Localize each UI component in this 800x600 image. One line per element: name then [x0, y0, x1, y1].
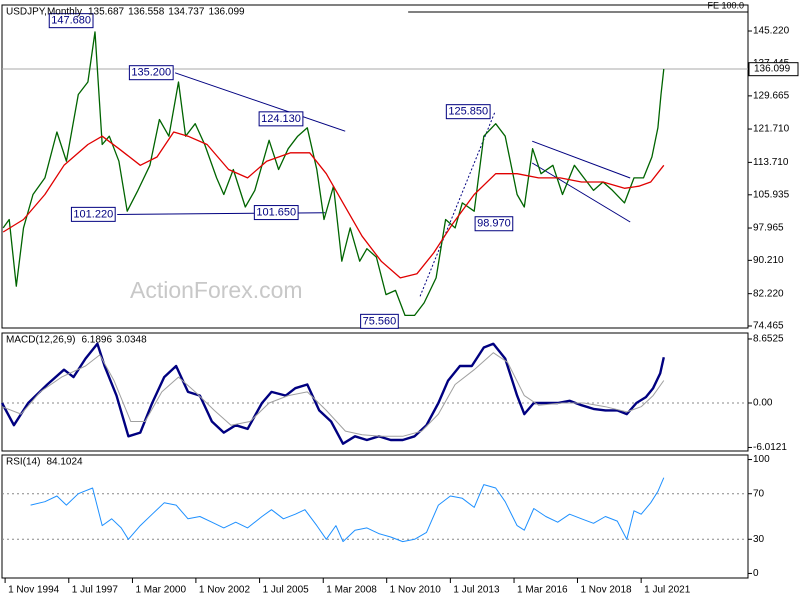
annotation-label: 101.650	[256, 207, 296, 219]
y-tick-label: 0.00	[753, 398, 773, 409]
annotation-label: 147.680	[51, 15, 91, 27]
annotation-label: 135.200	[131, 67, 171, 79]
y-tick-label: 97.965	[753, 223, 784, 234]
watermark: ActionForex.com	[130, 277, 303, 303]
panel-title: USDJPY,Monthly	[6, 7, 82, 18]
x-tick-label: 1 Nov 1994	[8, 585, 60, 596]
current-price-box	[748, 62, 799, 77]
panel-title: RSI(14)	[6, 457, 40, 468]
panel-reading: 84.1024	[46, 457, 83, 468]
y-tick-label: 30	[753, 534, 765, 545]
current-price-label: 136.099	[754, 64, 791, 75]
panel-reading: 136.099	[208, 7, 245, 18]
y-tick-label: 82.220	[753, 288, 784, 299]
y-tick-label: 74.465	[753, 321, 784, 332]
annotation-box	[48, 13, 94, 29]
panel-reading: 134.737	[168, 7, 205, 18]
annotation-box	[253, 205, 299, 221]
series-line	[2, 31, 665, 317]
y-tick-label: 129.665	[753, 91, 790, 102]
panel-reading: 3.0348	[116, 335, 147, 346]
x-tick-label: 1 Nov 2002	[199, 585, 251, 596]
x-tick-label: 1 Jul 2013	[453, 585, 500, 596]
panel-reading: 136.558	[128, 7, 165, 18]
series-line	[1, 352, 665, 437]
x-tick-label: 1 Mar 2016	[517, 585, 568, 596]
y-tick-label: 90.210	[753, 255, 784, 266]
panel-reading: 135.687	[88, 7, 125, 18]
annotation-label: 125.850	[448, 106, 488, 118]
x-tick-label: 1 Nov 2018	[580, 585, 632, 596]
annotation-box	[128, 65, 174, 81]
x-tick-label: 1 Jul 1997	[72, 585, 119, 596]
y-tick-label: 105.935	[753, 189, 790, 200]
y-tick-label: 70	[753, 488, 765, 499]
panel-reading: 6.1896	[81, 335, 112, 346]
annotation-box	[70, 206, 116, 222]
y-tick-label: 113.710	[753, 157, 789, 168]
series-line	[2, 131, 665, 279]
y-tick-label: -6.0121	[753, 442, 787, 453]
y-tick-label: 100	[753, 454, 770, 465]
x-tick-label: 1 Mar 2000	[135, 585, 186, 596]
panel-frame	[1, 454, 749, 579]
y-tick-label: 121.710	[753, 124, 790, 135]
annotation-label: 124.130	[261, 113, 301, 125]
annotation-label: 98.970	[477, 218, 511, 230]
fe-label: FE 100.0	[707, 0, 744, 10]
annotation-label: 75.560	[363, 315, 397, 327]
trendline	[532, 140, 631, 179]
panel-title: MACD(12,26,9)	[6, 335, 75, 346]
trendline	[174, 72, 346, 132]
y-tick-label: 0	[753, 568, 759, 579]
y-tick-label: 8.6525	[753, 334, 784, 345]
trendline	[531, 162, 631, 223]
annotation-box	[474, 216, 514, 232]
annotation-box	[360, 313, 399, 329]
annotation-box	[258, 111, 304, 127]
x-tick-label: 1 Nov 2010	[390, 585, 442, 596]
series-line	[0, 342, 665, 445]
series-line	[30, 477, 665, 543]
annotation-label: 101.220	[73, 208, 113, 220]
x-tick-label: 1 Jul 2021	[644, 585, 691, 596]
x-tick-label: 1 Jul 2005	[263, 585, 310, 596]
x-tick-label: 1 Mar 2008	[326, 585, 377, 596]
panel-frame	[1, 332, 749, 452]
y-tick-label: 145.220	[753, 26, 790, 37]
annotation-box	[445, 104, 491, 120]
